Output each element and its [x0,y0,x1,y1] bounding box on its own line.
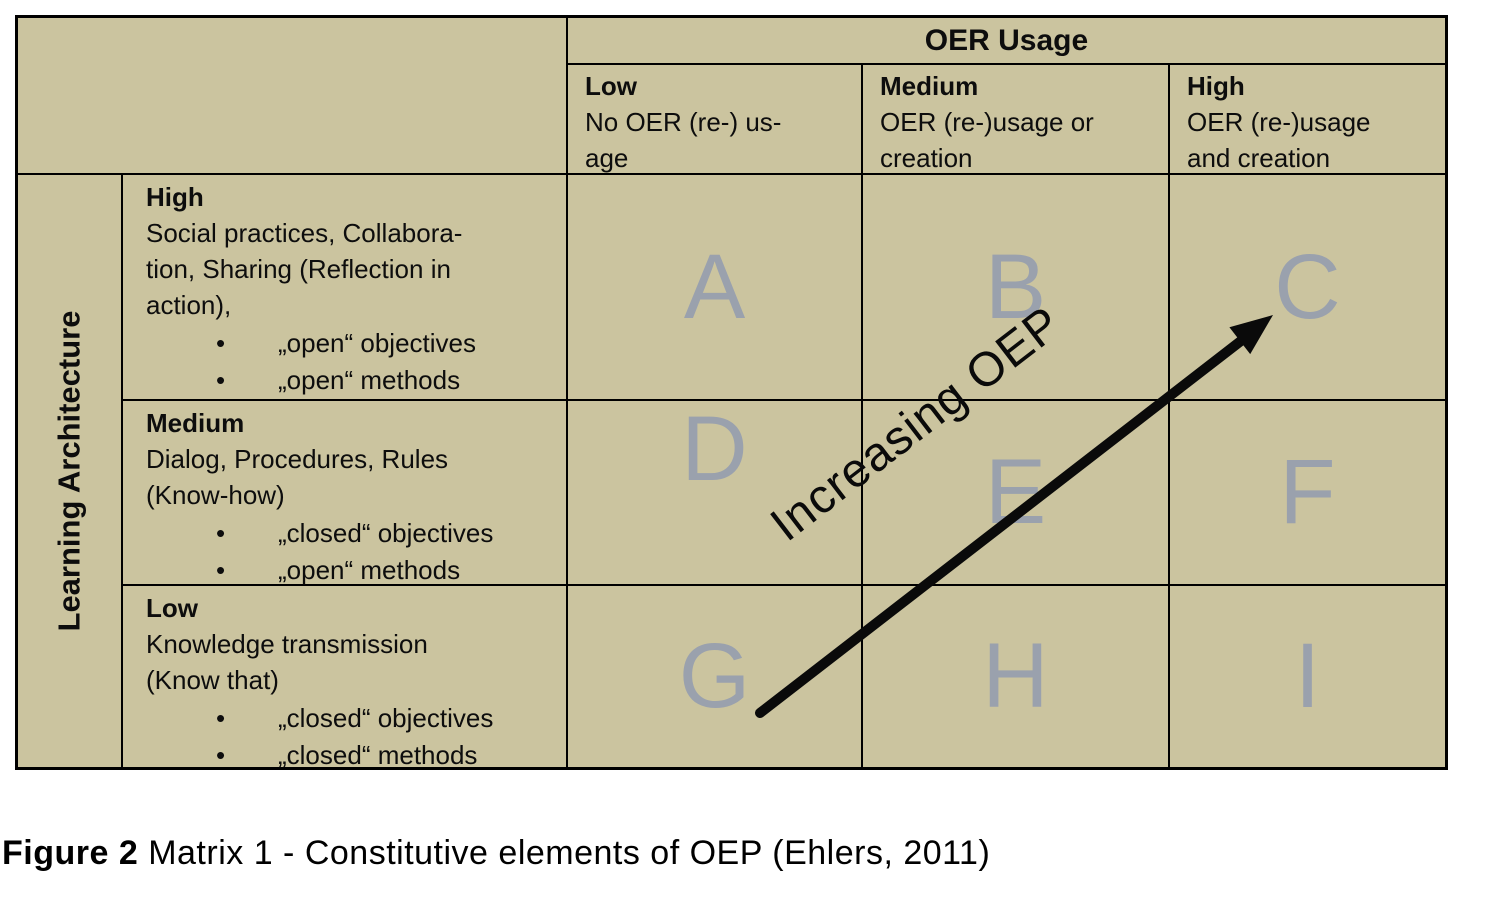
row-level: Low [146,593,198,623]
column-level: High [1187,71,1245,101]
empty-corner-cell [18,18,566,173]
bullet-text: „open“ methods [278,365,461,395]
bullet-text: „closed“ objectives [278,703,494,733]
bullet-text: „closed“ objectives [278,518,494,548]
cell-letter-label: H [982,625,1049,727]
cell-c: C [1170,175,1445,399]
bullet-text: „open“ objectives [278,328,476,358]
cell-f: F [1170,401,1445,584]
row-header-low: Low Knowledge transmission (Know that) „… [123,586,566,770]
cell-letter-label: G [678,625,751,727]
bullet-item: „closed“ objectives [146,515,558,552]
row-group-title: Learning Architecture [51,310,87,632]
cell-letter-label: B [984,235,1047,338]
cell-a: A [568,175,861,399]
cell-letter-label: A [683,235,746,338]
cell-h: H [863,586,1168,767]
bullet-text: „closed“ methods [278,740,478,770]
column-level: Medium [880,71,979,101]
figure-caption-label: Figure 2 [2,834,139,872]
bullet-item: „open“ methods [146,552,558,589]
row-description: Dialog, Procedures, Rules (Know-how) [146,444,449,510]
row-level: High [146,182,204,212]
row-level: Medium [146,408,245,438]
bullet-item: „open“ methods [146,362,558,399]
row-description: Knowledge transmission (Know that) [146,629,428,695]
bullet-dot-icon [216,700,278,737]
cell-letter-label: C [1274,235,1341,338]
cell-letter-label: E [984,441,1047,543]
cell-g: G [568,586,861,767]
row-bullet-list: „open“ objectives „open“ methods [146,325,558,399]
column-header-medium: Medium OER (re-)usage or creation [863,65,1168,173]
column-description: No OER (re-) us- age [585,107,782,173]
row-bullet-list: „closed“ objectives „open“ methods [146,515,558,589]
bullet-item: „closed“ methods [146,737,558,774]
column-description: OER (re-)usage and creation [1187,107,1371,173]
bullet-dot-icon [216,362,278,399]
column-group-header: OER Usage [568,18,1445,63]
row-header-high: High Social practices, Collabora- tion, … [123,175,566,399]
row-description: Social practices, Collabora- tion, Shari… [146,218,463,320]
bullet-item: „closed“ objectives [146,700,558,737]
row-bullet-list: „closed“ objectives „closed“ methods [146,700,558,774]
column-header-low: Low No OER (re-) us- age [568,65,861,173]
cell-letter-label: F [1279,441,1336,543]
bullet-item: „open“ objectives [146,325,558,362]
bullet-dot-icon [216,737,278,774]
bullet-dot-icon [216,515,278,552]
column-header-high: High OER (re-)usage and creation [1170,65,1445,173]
cell-letter-label: I [1294,625,1321,727]
figure-caption-text: Matrix 1 - Constitutive elements of OEP … [138,834,991,872]
bullet-dot-icon [216,552,278,589]
bullet-text: „open“ methods [278,555,461,585]
row-group-header: Learning Architecture [18,175,121,767]
cell-i: I [1170,586,1445,767]
column-level: Low [585,71,637,101]
bullet-dot-icon [216,325,278,362]
cell-letter-label: D [681,398,748,500]
figure-caption: Figure 2 Matrix 1 - Constitutive element… [2,834,990,873]
column-description: OER (re-)usage or creation [880,107,1094,173]
oep-matrix-table: OER Usage Low No OER (re-) us- age Mediu… [15,15,1448,770]
row-header-medium: Medium Dialog, Procedures, Rules (Know-h… [123,401,566,585]
